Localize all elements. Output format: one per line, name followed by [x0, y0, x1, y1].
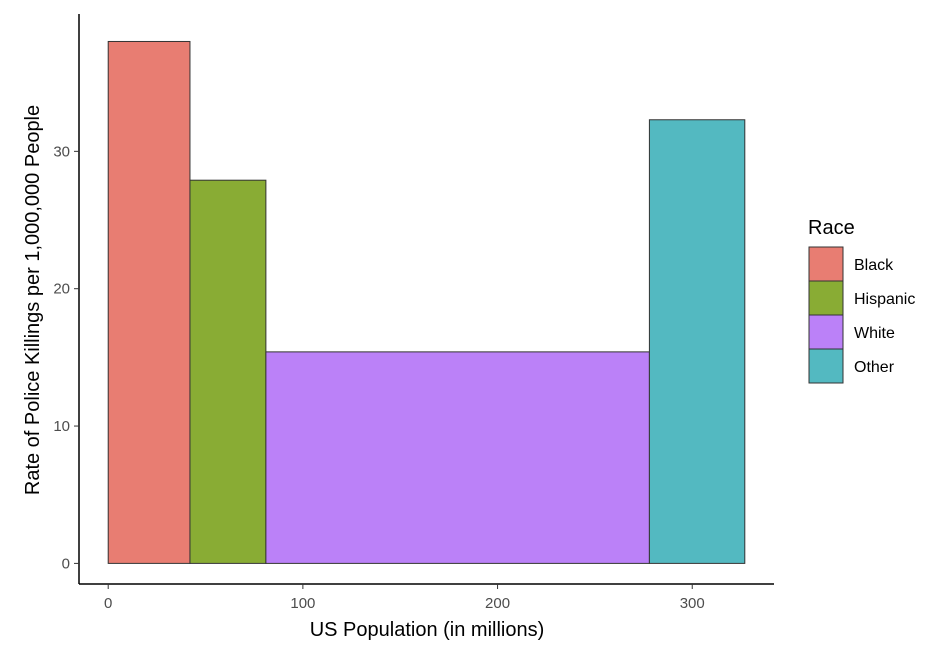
- y-tick-label: 20: [53, 281, 70, 298]
- y-tick-label: 0: [62, 555, 70, 572]
- legend-items: Black Hispanic White Other: [808, 246, 915, 384]
- bar-white: [265, 351, 650, 564]
- x-tick-label: 0: [104, 595, 112, 612]
- x-tick-label: 200: [485, 595, 510, 612]
- x-axis-title: US Population (in millions): [310, 619, 545, 641]
- legend-title: Race: [808, 217, 855, 239]
- y-tick-label: 10: [53, 418, 70, 435]
- x-tick-label: 100: [290, 595, 315, 612]
- legend-key-black: [808, 246, 844, 282]
- legend-label-hispanic: Hispanic: [854, 291, 915, 308]
- y-tick-label: 30: [53, 143, 70, 160]
- legend-key-hispanic: [808, 280, 844, 316]
- legend-label-black: Black: [854, 257, 894, 274]
- legend-key-white: [808, 314, 844, 350]
- legend-label-other: Other: [854, 359, 895, 376]
- bar-black: [107, 40, 191, 564]
- legend: Race Black Hispanic White Other: [808, 217, 915, 384]
- x-ticks: 0 100 200 300: [104, 584, 705, 612]
- bar-hispanic: [189, 179, 267, 564]
- legend-label-white: White: [854, 325, 895, 342]
- legend-key-other: [808, 348, 844, 384]
- bars: [107, 40, 746, 564]
- y-axis-title: Rate of Police Killings per 1,000,000 Pe…: [22, 105, 44, 495]
- y-ticks: 0 10 20 30: [53, 143, 79, 572]
- bar-other: [648, 119, 746, 564]
- x-tick-label: 300: [680, 595, 705, 612]
